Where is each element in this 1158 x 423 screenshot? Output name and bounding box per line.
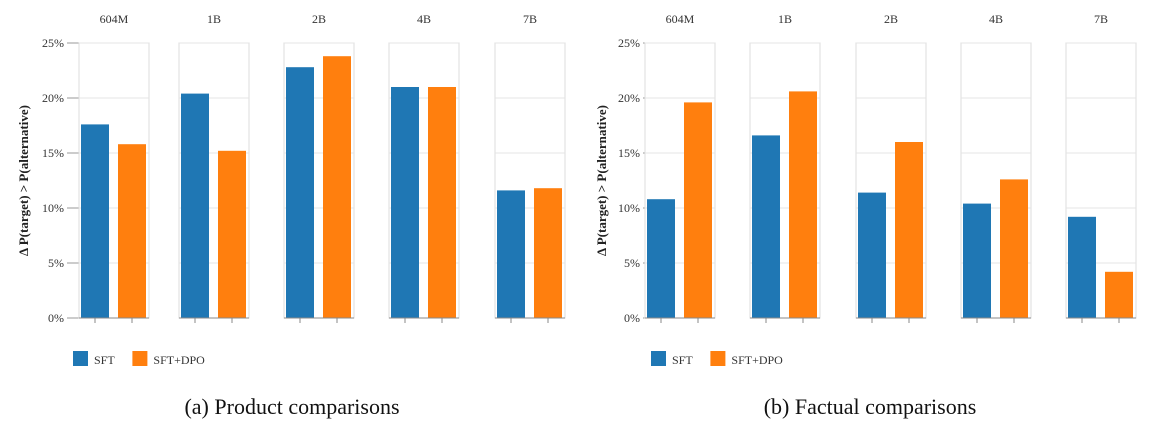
y-tick-label: 0% [624,311,640,325]
y-tick-label: 25% [618,36,640,50]
bar-sft-dpo [428,87,456,318]
y-tick-label: 15% [42,146,64,160]
y-tick-label: 10% [618,201,640,215]
legend-swatch [651,351,666,366]
bar-sft [858,192,886,318]
panel-4B: 4B [960,12,1032,323]
bar-sft-dpo [895,142,923,318]
legend-swatch [132,351,148,366]
legend-label: SFT+DPO [731,353,783,367]
bar-sft [647,199,675,318]
bar-sft-dpo [218,150,246,318]
bar-sft [81,124,109,319]
panel-title: 604M [666,12,695,26]
panel-4B: 4B [388,12,460,323]
bar-sft-dpo [1105,271,1133,318]
panel-title: 604M [100,12,129,26]
legend-label: SFT [672,353,693,367]
y-tick-label: 0% [48,311,64,325]
legend-swatch [73,351,88,366]
bar-sft-dpo [323,56,351,318]
panel-title: 1B [207,12,221,26]
legend-swatch [710,351,726,366]
y-tick-label: 5% [48,256,64,270]
panel-7B: 7B [494,12,566,323]
y-axis-title: Δ P(target) > P(alternative) [594,105,609,256]
bar-sft-dpo [684,102,712,319]
bar-sft [752,135,780,318]
y-tick-label: 20% [618,91,640,105]
legend-label: SFT+DPO [153,353,205,367]
bar-sft [181,93,209,318]
panel-title: 7B [523,12,537,26]
panel-title: 2B [312,12,326,26]
bar-sft-dpo [118,144,146,318]
legend-label: SFT [94,353,115,367]
y-tick-label: 5% [624,256,640,270]
bar-sft-dpo [1000,179,1028,318]
bar-sft [497,190,525,318]
panel-title: 4B [417,12,431,26]
panel-title: 1B [778,12,792,26]
panel-1B: 1B [178,12,250,323]
bar-sft [963,203,991,318]
bar-sft [1068,216,1096,318]
panel-604M: 604M [644,12,716,323]
panel-1B: 1B [749,12,821,323]
y-tick-label: 15% [618,146,640,160]
y-axis-title: Δ P(target) > P(alternative) [16,105,31,256]
panel-title: 7B [1094,12,1108,26]
panel-title: 4B [989,12,1003,26]
bar-sft-dpo [534,188,562,318]
y-tick-label: 20% [42,91,64,105]
bar-sft-dpo [789,91,817,319]
y-tick-label: 10% [42,201,64,215]
chart-caption: (a) Product comparisons [184,394,399,419]
panel-604M: 604M [78,12,150,323]
panel-title: 2B [884,12,898,26]
bar-sft [286,67,314,318]
panel-7B: 7B [1065,12,1137,323]
chart-2: 0% 5% 10% 15% 20% 25% Δ P(target) > P(alternat… [594,12,1137,419]
bar-sft [391,87,419,318]
y-tick-label: 25% [42,36,64,50]
chart-1: 0% 5% 10% 15% 20% 25% Δ P(target) > P(alternat… [16,12,566,419]
panel-2B: 2B [855,12,927,323]
panel-2B: 2B [283,12,355,323]
chart-caption: (b) Factual comparisons [764,394,977,419]
